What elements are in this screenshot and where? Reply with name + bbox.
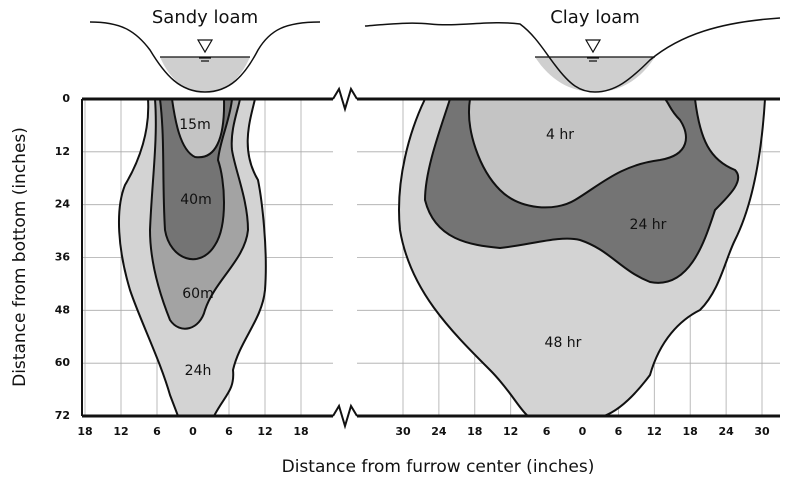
zone-label: 40m xyxy=(180,192,211,208)
x-tick-label: 18 xyxy=(683,425,698,438)
x-tick-label: 12 xyxy=(113,425,128,438)
y-tick-label: 12 xyxy=(55,145,70,158)
axis-break xyxy=(332,86,358,113)
water-symbol xyxy=(584,39,602,62)
x-axis-label: Distance from furrow center (inches) xyxy=(282,457,595,477)
x-tick-label: 6 xyxy=(543,425,551,438)
zone-label: 24 hr xyxy=(630,217,667,233)
x-tick-label: 6 xyxy=(225,425,233,438)
x-tick-label: 12 xyxy=(647,425,662,438)
x-tick-label: 6 xyxy=(153,425,161,438)
panel-title: Sandy loam xyxy=(152,7,258,28)
y-tick-label: 72 xyxy=(55,409,70,422)
x-tick-label: 12 xyxy=(503,425,518,438)
y-tick-label: 0 xyxy=(62,92,70,105)
zone-label: 4 hr xyxy=(546,127,574,143)
x-tick-label: 30 xyxy=(395,425,411,438)
zone-label: 60m xyxy=(182,286,213,302)
x-tick-label: 18 xyxy=(467,425,482,438)
zone-label: 15m xyxy=(179,117,210,133)
furrow-profile xyxy=(89,21,321,93)
furrow-water xyxy=(535,57,655,92)
y-axis-label: Distance from bottom (inches) xyxy=(10,127,30,387)
x-tick-label: 30 xyxy=(754,425,770,438)
x-tick-label: 6 xyxy=(615,425,623,438)
y-tick-label: 60 xyxy=(55,356,71,369)
zone-4hr xyxy=(468,98,687,209)
y-tick-label: 24 xyxy=(55,198,71,211)
y-tick-label: 36 xyxy=(55,251,71,264)
x-tick-label: 18 xyxy=(293,425,308,438)
x-tick-label: 12 xyxy=(257,425,272,438)
axis-break xyxy=(332,403,358,430)
furrow-profile xyxy=(364,17,781,93)
x-tick-label: 18 xyxy=(77,425,92,438)
x-tick-label: 24 xyxy=(718,425,734,438)
x-tick-label: 24 xyxy=(431,425,447,438)
x-tick-label: 0 xyxy=(189,425,197,438)
zone-15m xyxy=(170,98,226,159)
furrow-water xyxy=(160,57,250,92)
y-tick-label: 48 xyxy=(55,303,70,316)
panel-title: Clay loam xyxy=(550,7,640,28)
zone-label: 24h xyxy=(185,363,212,379)
zone-label: 48 hr xyxy=(545,335,582,351)
x-tick-label: 0 xyxy=(579,425,587,438)
water-symbol xyxy=(196,39,214,62)
